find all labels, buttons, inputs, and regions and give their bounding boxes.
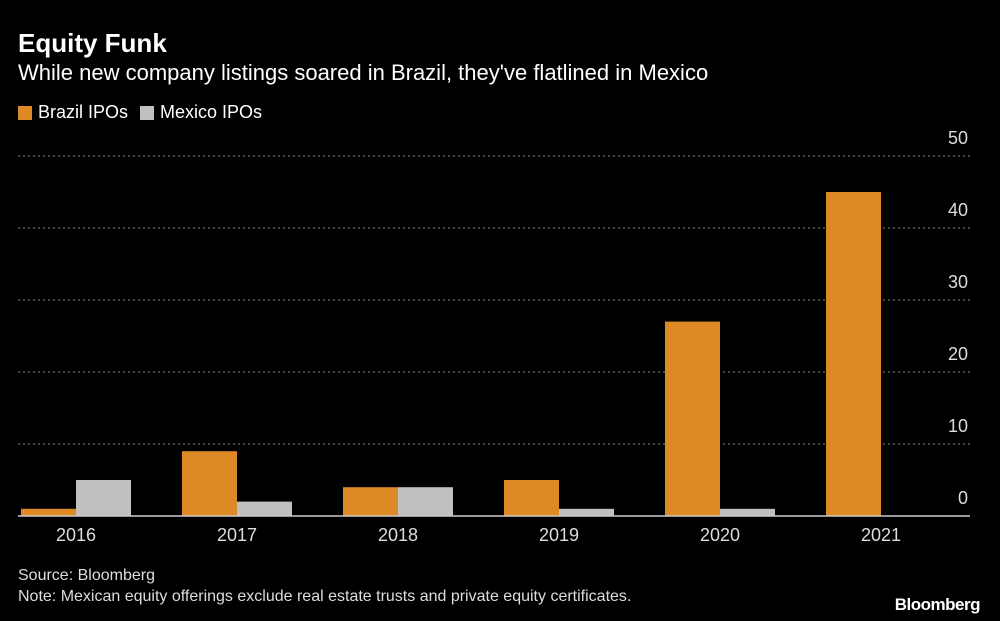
y-tick-label: 10 — [948, 416, 968, 436]
footnote: Note: Mexican equity offerings exclude r… — [18, 588, 632, 605]
y-tick-label: 40 — [948, 200, 968, 220]
y-tick-label: 50 — [948, 128, 968, 148]
x-tick-label: 2021 — [861, 525, 901, 545]
legend-swatch-brazil — [18, 105, 32, 120]
y-tick-label: 30 — [948, 272, 968, 292]
x-tick-label: 2019 — [539, 525, 579, 545]
x-tick-label: 2020 — [700, 525, 740, 545]
bar-brazil-2020 — [665, 321, 720, 516]
legend-label-brazil: Brazil IPOs — [38, 102, 129, 122]
chart-title: Equity Funk — [18, 28, 167, 58]
y-tick-label: 0 — [958, 488, 968, 508]
chart-subtitle: While new company listings soared in Bra… — [18, 60, 709, 85]
legend-label-mexico: Mexico IPOs — [160, 102, 263, 122]
legend: Brazil IPOs Mexico IPOs — [18, 102, 274, 123]
bar-mexico-2017 — [237, 501, 292, 516]
legend-swatch-mexico — [140, 105, 155, 120]
bloomberg-logo: Bloomberg — [894, 595, 981, 614]
bar-mexico-2020 — [720, 508, 775, 516]
bar-brazil-2018 — [343, 487, 398, 516]
bar-mexico-2016 — [76, 480, 131, 516]
source-note: Source: Bloomberg — [18, 567, 155, 584]
bar-brazil-2016 — [21, 508, 76, 516]
bar-brazil-2021 — [826, 192, 881, 516]
x-tick-label: 2018 — [378, 525, 418, 545]
bar-brazil-2017 — [182, 451, 237, 516]
y-tick-label: 20 — [948, 344, 968, 364]
bar-mexico-2018 — [398, 487, 453, 516]
bar-brazil-2019 — [504, 480, 559, 516]
bar-mexico-2019 — [559, 508, 614, 516]
x-tick-label: 2017 — [217, 525, 257, 545]
x-tick-label: 2016 — [56, 525, 96, 545]
